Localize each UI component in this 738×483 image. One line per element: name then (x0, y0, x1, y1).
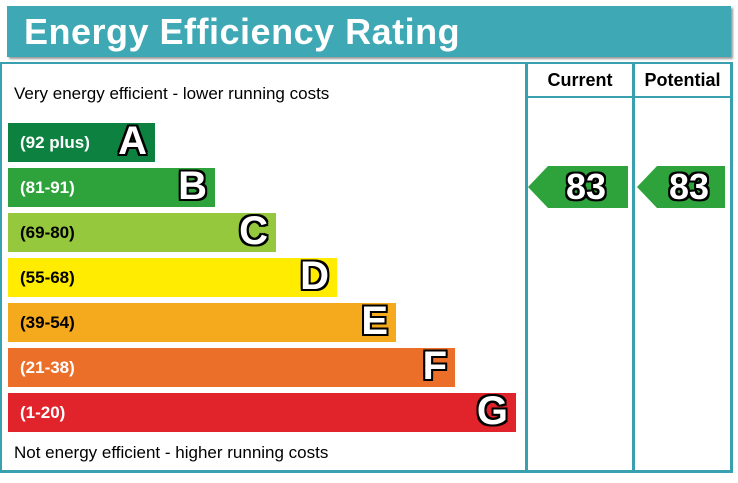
band-letter-g: G (476, 389, 508, 433)
band-range-label-c: (69-80) (20, 222, 75, 242)
potential-rating-arrow: 83 (637, 166, 725, 208)
top-caption: Very energy efficient - lower running co… (14, 84, 330, 103)
chart-title: Energy Efficiency Rating (24, 10, 461, 52)
current-rating-value: 83 (565, 166, 607, 207)
chart-bottom-border (0, 470, 733, 473)
band-row-e: (39-54) E (8, 299, 396, 343)
band-letter-f: F (422, 344, 447, 388)
band-range-label-e: (39-54) (20, 312, 75, 332)
band-letter-d: D (300, 254, 329, 298)
chart-title-bar: Energy Efficiency Rating (7, 6, 731, 57)
column-divider-current (525, 62, 528, 470)
chart-left-border (0, 62, 2, 473)
potential-column-header: Potential (644, 70, 721, 90)
current-rating-arrow: 83 (528, 166, 628, 208)
band-range-label-d: (55-68) (20, 267, 75, 287)
band-row-b: (81-91) B (8, 164, 215, 208)
band-row-d: (55-68) D (8, 254, 337, 298)
band-letter-a: A (118, 119, 147, 163)
band-row-g: (1-20) G (8, 389, 516, 433)
chart-top-border (0, 62, 733, 64)
band-range-label-a: (92 plus) (20, 132, 90, 152)
band-row-a: (92 plus) A (8, 119, 155, 163)
band-row-c: (69-80) C (8, 209, 276, 253)
column-divider-potential (632, 62, 635, 470)
band-range-label-f: (21-38) (20, 357, 75, 377)
band-row-f: (21-38) F (8, 344, 455, 388)
column-header-underline (525, 96, 733, 98)
band-letter-e: E (361, 299, 388, 343)
band-letter-c: C (239, 209, 268, 253)
bottom-caption: Not energy efficient - higher running co… (14, 443, 329, 462)
chart-right-border (730, 62, 733, 473)
current-column-header: Current (547, 70, 613, 90)
potential-rating-value: 83 (668, 166, 710, 207)
band-range-label-b: (81-91) (20, 177, 75, 197)
band-range-label-g: (1-20) (20, 402, 66, 422)
band-letter-b: B (178, 164, 207, 208)
